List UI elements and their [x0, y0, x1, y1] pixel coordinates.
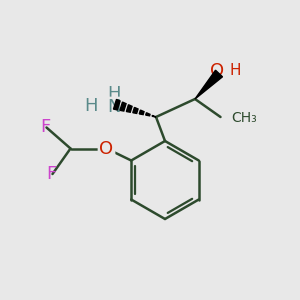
Polygon shape	[126, 105, 132, 112]
Text: O: O	[99, 140, 114, 158]
Text: N: N	[107, 98, 121, 116]
Polygon shape	[139, 110, 144, 115]
Text: F: F	[46, 165, 56, 183]
Polygon shape	[152, 116, 156, 117]
Polygon shape	[133, 107, 138, 113]
Text: F: F	[40, 118, 50, 136]
Polygon shape	[195, 70, 223, 99]
Text: H: H	[107, 85, 121, 103]
Text: H: H	[230, 63, 241, 78]
Text: H: H	[85, 97, 98, 115]
Polygon shape	[146, 113, 150, 116]
Text: CH₃: CH₃	[231, 112, 257, 125]
Polygon shape	[113, 99, 120, 110]
Polygon shape	[120, 102, 126, 111]
Text: O: O	[210, 61, 225, 80]
